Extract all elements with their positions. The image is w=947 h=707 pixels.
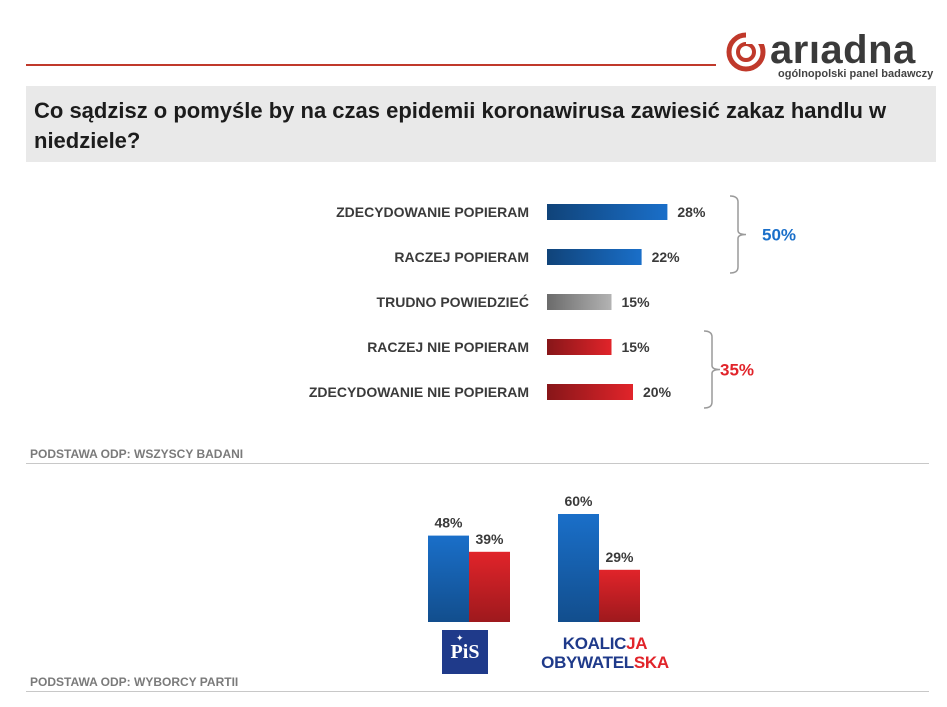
category-label: ZDECYDOWANIE NIE POPIERAM xyxy=(309,384,529,400)
category-label: RACZEJ NIE POPIERAM xyxy=(367,339,529,355)
category-label: TRUDNO POWIEDZIEĆ xyxy=(377,293,529,310)
bar xyxy=(547,339,612,355)
data-label: 28% xyxy=(677,204,706,220)
data-label: 60% xyxy=(564,493,593,509)
base-rule-all xyxy=(26,463,929,464)
group-bracket xyxy=(703,330,721,409)
group-total-label: 35% xyxy=(720,361,754,380)
ko-logo-line1-blue: KOALIC xyxy=(562,634,627,653)
ko-logo-line1-red: JA xyxy=(626,634,648,653)
ko-logo-line2-blue: OBYWATEL xyxy=(541,653,634,672)
bar xyxy=(547,204,668,220)
group-total-label: 50% xyxy=(762,226,796,245)
bar xyxy=(428,535,469,622)
data-label: 15% xyxy=(622,294,651,310)
base-label-all: PODSTAWA ODP: WSZYSCY BADANI xyxy=(30,447,244,461)
category-label: RACZEJ POPIERAM xyxy=(394,249,529,265)
data-label: 29% xyxy=(605,549,634,565)
base-label-party: PODSTAWA ODP: WYBORCY PARTII xyxy=(30,675,239,689)
ariadna-spiral-icon xyxy=(726,32,766,72)
header-rule xyxy=(26,64,716,66)
data-label: 22% xyxy=(652,249,681,265)
data-label: 48% xyxy=(434,515,463,531)
ko-logo-line2-red: SKA xyxy=(633,653,669,672)
brand-name: arıadna xyxy=(770,28,916,72)
bar xyxy=(547,294,612,310)
group-bracket xyxy=(729,195,747,274)
eagle-icon: ✦ xyxy=(456,633,464,643)
pis-logo: ✦ PiS xyxy=(442,630,488,674)
bar xyxy=(469,551,510,622)
category-label: ZDECYDOWANIE POPIERAM xyxy=(336,204,529,220)
ko-logo: KOALICJA OBYWATELSKA xyxy=(530,634,680,672)
data-label: 20% xyxy=(643,384,672,400)
bar xyxy=(558,514,599,622)
bar xyxy=(547,249,642,265)
title-band: Co sądzisz o pomyśle by na czas epidemii… xyxy=(26,86,936,162)
bar xyxy=(599,569,640,622)
data-label: 15% xyxy=(622,339,651,355)
base-rule-party xyxy=(26,691,929,692)
page-title: Co sądzisz o pomyśle by na czas epidemii… xyxy=(34,98,887,153)
ariadna-logo: arıadna ogólnopolski panel badawczy xyxy=(724,28,936,84)
brand-tagline: ogólnopolski panel badawczy xyxy=(778,68,934,80)
pis-logo-text: PiS xyxy=(450,641,480,663)
bar xyxy=(547,384,633,400)
opinion-chart: ZDECYDOWANIE POPIERAM 28% RACZEJ POPIERAM 2… xyxy=(309,195,796,409)
data-label: 39% xyxy=(475,531,504,547)
